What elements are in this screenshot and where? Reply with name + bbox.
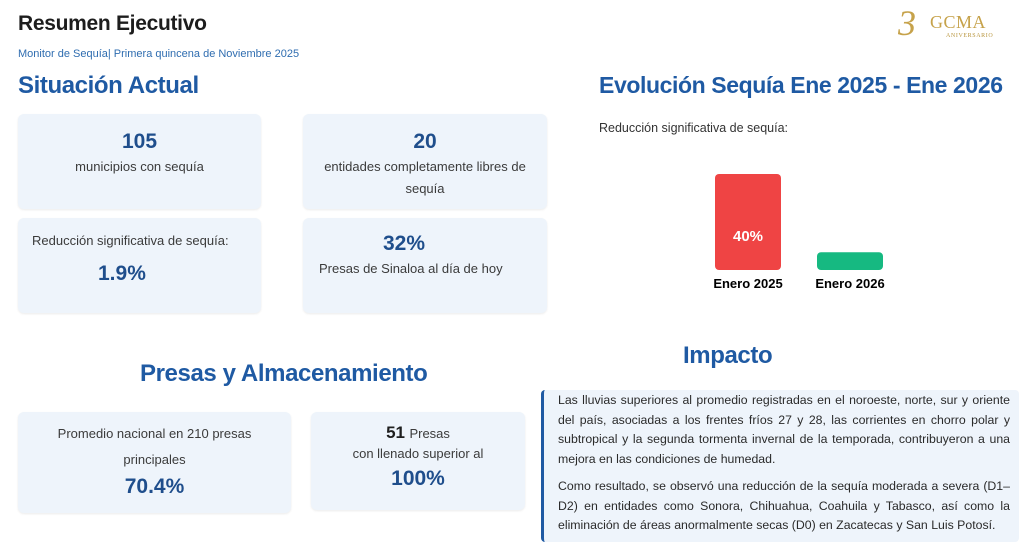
- card-value: 100%: [391, 467, 445, 490]
- card-reduccion: Reducción significativa de sequía: 1.9%: [18, 218, 261, 313]
- card-label: entidades completamente libres de sequía: [324, 159, 526, 196]
- page-title: Resumen Ejecutivo: [18, 12, 207, 35]
- bar-value-label: 40%: [733, 228, 763, 245]
- bar-category-label: Enero 2025: [713, 276, 782, 291]
- logo-tagline: ANIVERSARIO: [946, 33, 994, 39]
- situacion-title: Situación Actual: [18, 72, 199, 99]
- card-municipios: 105 municipios con sequía: [18, 114, 261, 209]
- card-value: 32%: [383, 232, 426, 255]
- card-presas-llenado: 51 Presas con llenado superior al 100%: [311, 412, 525, 510]
- card-value: 70.4%: [124, 475, 185, 498]
- gcma-logo: 3 GCMA ANIVERSARIO: [898, 3, 998, 44]
- card-value: 1.9%: [98, 262, 146, 285]
- page-subtitle: Monitor de Sequía| Primera quincena de N…: [18, 48, 300, 60]
- bar-category-label: Enero 2026: [815, 276, 884, 291]
- card-label: Promedio nacional en 210 presas principa…: [57, 426, 252, 467]
- impacto-title: Impacto: [683, 342, 773, 369]
- evolucion-title: Evolución Sequía Ene 2025 - Ene 2026: [599, 72, 1003, 98]
- card-entidades: 20 entidades completamente libres de seq…: [303, 114, 547, 209]
- presas-count: 51: [386, 423, 405, 442]
- impacto-paragraph-2: Como resultado, se observó una reducción…: [558, 479, 1010, 532]
- card-label: municipios con sequía: [75, 159, 204, 174]
- impacto-box: Las lluvias superiores al promedio regis…: [541, 390, 1019, 542]
- bar-value-label: 7.4%: [833, 267, 867, 284]
- card-promedio-nacional: Promedio nacional en 210 presas principa…: [18, 412, 291, 513]
- presas-count-suffix: Presas: [409, 426, 450, 441]
- logo-text: GCMA: [930, 12, 987, 32]
- impacto-paragraph-1: Las lluvias superiores al promedio regis…: [558, 393, 1010, 466]
- drought-bar-chart: 40% Enero 2025 7.4%Enero 2026: [713, 174, 885, 291]
- bar-enero-2026: [817, 252, 883, 270]
- bar-enero-2025: [715, 174, 781, 270]
- card-presas-sinaloa: 32% Presas de Sinaloa al día de hoy: [303, 218, 547, 313]
- card-label: Presas de Sinaloa al día de hoy: [319, 261, 503, 276]
- evolucion-subtitle: Reducción significativa de sequía:: [599, 121, 789, 135]
- presas-title: Presas y Almacenamiento: [140, 360, 428, 387]
- logo-number: 3: [898, 3, 916, 43]
- card-label: con llenado superior al: [352, 446, 484, 461]
- card-label: Reducción significativa de sequía:: [32, 233, 229, 248]
- card-value: 105: [121, 130, 158, 153]
- card-value: 20: [413, 130, 437, 153]
- presas-count-line: 51 Presas: [311, 423, 525, 443]
